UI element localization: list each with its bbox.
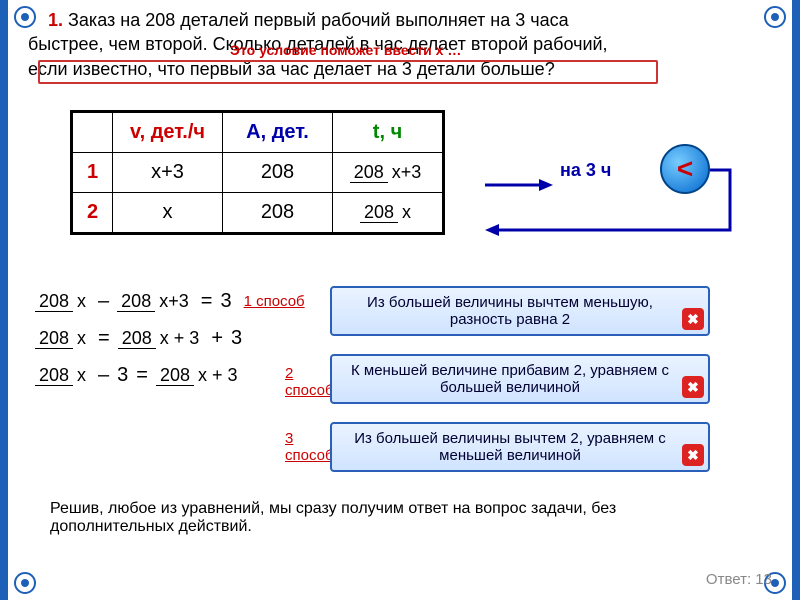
close-icon[interactable]: ✖ bbox=[682, 308, 704, 330]
row2-t: 208x bbox=[333, 193, 443, 233]
corner-decoration bbox=[10, 2, 40, 32]
close-icon[interactable]: ✖ bbox=[682, 444, 704, 466]
answer-text: Ответ: 13 bbox=[706, 571, 772, 588]
close-icon[interactable]: ✖ bbox=[682, 376, 704, 398]
hint-box-1: Из большей величины вычтем меньшую, разн… bbox=[330, 286, 710, 336]
row2-a: 208 bbox=[223, 193, 333, 233]
hint-box-3: Из большей величины вычтем 2, уравняем с… bbox=[330, 422, 710, 472]
method-2-link[interactable]: 2 способ bbox=[285, 365, 334, 399]
data-table: v, дет./ч А, дет. t, ч 1 x+3 208 208x+3 … bbox=[70, 110, 445, 235]
condition-hint-overlay: Это условие поможет ввести х … bbox=[230, 42, 461, 58]
header-a: А, дет. bbox=[223, 113, 333, 153]
header-t: t, ч bbox=[333, 113, 443, 153]
equation-1: 208x – 208x+3 = 3 1 способ bbox=[35, 290, 305, 313]
time-diff-note: на 3 ч bbox=[560, 160, 611, 181]
less-than-badge: < bbox=[660, 144, 710, 194]
row2-label: 2 bbox=[73, 193, 113, 233]
problem-number: 1. bbox=[48, 10, 63, 30]
corner-decoration bbox=[760, 2, 790, 32]
table-corner bbox=[73, 113, 113, 153]
hint-box-2: К меньшей величине прибавим 2, уравняем … bbox=[330, 354, 710, 404]
row1-label: 1 bbox=[73, 153, 113, 193]
row2-v: x bbox=[113, 193, 223, 233]
method-1-link[interactable]: 1 способ bbox=[244, 293, 305, 310]
row1-v: x+3 bbox=[113, 153, 223, 193]
equation-2: 208x = 208x + 3 + 3 bbox=[35, 327, 305, 350]
header-v: v, дет./ч bbox=[113, 113, 223, 153]
footer-text: Решив, любое из уравнений, мы сразу полу… bbox=[50, 500, 720, 536]
row1-t: 208x+3 bbox=[333, 153, 443, 193]
equation-3: 208x – 3 = 208x + 3 bbox=[35, 364, 305, 387]
equations-block: 208x – 208x+3 = 3 1 способ 208x = 208x +… bbox=[35, 290, 305, 401]
corner-decoration bbox=[10, 568, 40, 598]
method-3-link[interactable]: 3 способ bbox=[285, 430, 334, 464]
lt-symbol: < bbox=[677, 153, 693, 185]
row1-a: 208 bbox=[223, 153, 333, 193]
